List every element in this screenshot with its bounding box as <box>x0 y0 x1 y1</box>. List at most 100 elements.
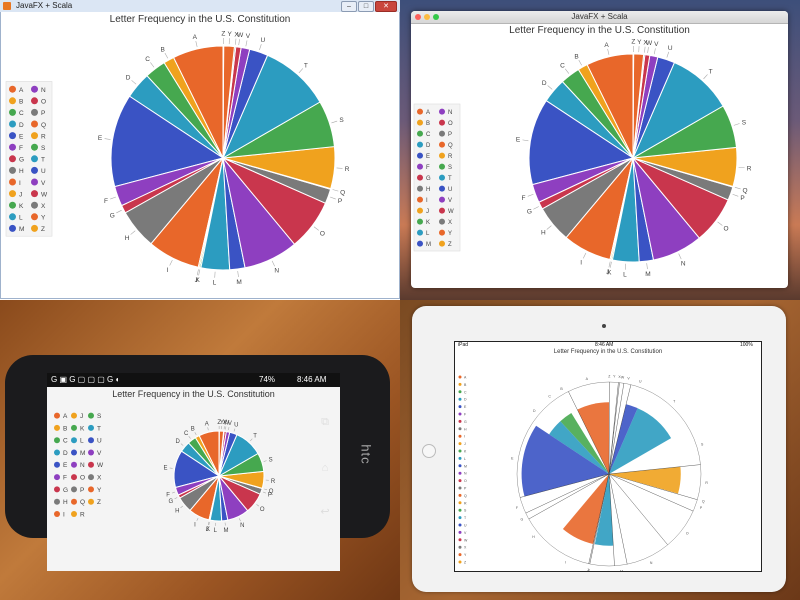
legend-label-e[interactable]: E <box>63 462 68 469</box>
minimize-traffic-light[interactable] <box>424 14 430 20</box>
window-title-bar[interactable]: JavaFX + Scala <box>411 11 788 24</box>
pie-slice-e[interactable] <box>110 95 225 188</box>
legend-label-c[interactable]: C <box>426 132 431 138</box>
legend-label-r[interactable]: R <box>80 511 85 518</box>
legend-label-i[interactable]: I <box>464 435 465 439</box>
legend-label-a[interactable]: A <box>426 110 430 116</box>
legend-label-z[interactable]: Z <box>464 561 467 565</box>
legend-label-l[interactable]: L <box>80 438 84 445</box>
legend-label-l[interactable]: L <box>19 215 23 222</box>
legend-label-w[interactable]: W <box>97 462 104 469</box>
legend-label-m[interactable]: M <box>19 226 24 233</box>
legend-label-j[interactable]: J <box>80 413 83 420</box>
pie-slice-d[interactable] <box>549 421 609 474</box>
legend-label-a[interactable]: A <box>19 87 24 94</box>
pie-slice-z[interactable] <box>222 45 225 159</box>
legend-label-i[interactable]: I <box>426 198 428 204</box>
legend-label-g[interactable]: G <box>63 487 68 494</box>
legend-label-h[interactable]: H <box>426 187 430 193</box>
back-icon[interactable]: ↩ <box>320 506 330 518</box>
minimize-button[interactable]: – <box>341 1 357 12</box>
legend-label-e[interactable]: E <box>464 405 467 409</box>
legend-label-b[interactable]: B <box>426 121 430 127</box>
legend-label-c[interactable]: C <box>19 110 24 117</box>
pie-slice-l[interactable] <box>594 474 614 546</box>
pie-slice-t[interactable] <box>221 54 321 160</box>
legend-label-r[interactable]: R <box>448 154 453 160</box>
legend-label-s[interactable]: S <box>448 165 452 171</box>
legend-label-y[interactable]: Y <box>448 231 452 237</box>
pie-slice-y[interactable] <box>608 382 619 475</box>
legend-label-j[interactable]: J <box>464 442 466 446</box>
legend-label-q[interactable]: Q <box>464 494 467 498</box>
legend-label-y[interactable]: Y <box>41 215 46 222</box>
legend-label-g[interactable]: G <box>426 176 431 182</box>
legend-label-u[interactable]: U <box>41 168 46 175</box>
pie-slice-g[interactable] <box>525 473 610 514</box>
legend-label-v[interactable]: V <box>97 450 102 457</box>
pie-slice-o[interactable] <box>608 473 668 545</box>
pie-slice-t[interactable] <box>609 408 672 474</box>
legend-label-w[interactable]: W <box>448 209 454 215</box>
legend-label-u[interactable]: U <box>448 187 452 193</box>
legend-label-e[interactable]: E <box>426 154 430 160</box>
pie-slice-m[interactable] <box>608 473 615 566</box>
pie-slice-r[interactable] <box>609 466 681 494</box>
zoom-traffic-light[interactable] <box>433 14 439 20</box>
pie-slice-v[interactable] <box>608 384 632 475</box>
legend-label-b[interactable]: B <box>19 99 23 106</box>
pie-slice-z[interactable] <box>632 53 635 159</box>
legend-label-f[interactable]: F <box>63 475 67 482</box>
legend-label-t[interactable]: T <box>41 157 45 164</box>
legend-label-y[interactable]: Y <box>97 487 102 494</box>
legend-label-b[interactable]: B <box>63 425 67 432</box>
legend-label-r[interactable]: R <box>464 501 467 505</box>
legend-label-x[interactable]: X <box>97 475 102 482</box>
legend-label-d[interactable]: D <box>63 450 68 457</box>
legend-label-o[interactable]: O <box>464 479 467 483</box>
pie-slice-z[interactable] <box>608 381 610 475</box>
pie-slice-n[interactable] <box>608 473 628 565</box>
pie-slice-f[interactable] <box>520 473 610 498</box>
close-button[interactable]: ✕ <box>375 1 397 12</box>
legend-label-h[interactable]: H <box>63 499 68 506</box>
legend-label-p[interactable]: P <box>80 487 84 494</box>
pie-slice-k[interactable] <box>589 473 610 565</box>
legend-label-m[interactable]: M <box>80 450 85 457</box>
home-button[interactable] <box>422 444 436 458</box>
legend-label-x[interactable]: X <box>448 220 452 226</box>
legend-label-o[interactable]: O <box>41 99 46 106</box>
maximize-button[interactable]: □ <box>358 1 374 12</box>
legend-label-i[interactable]: I <box>19 180 21 187</box>
legend-label-p[interactable]: P <box>464 487 467 491</box>
legend-label-q[interactable]: Q <box>41 122 46 129</box>
legend-label-v[interactable]: V <box>464 531 467 535</box>
legend-label-s[interactable]: S <box>97 413 102 420</box>
pie-slice-c[interactable] <box>560 413 609 474</box>
pie-slice-w[interactable] <box>608 383 625 475</box>
legend-label-v[interactable]: V <box>448 198 452 204</box>
legend-label-q[interactable]: Q <box>448 143 453 149</box>
legend-label-j[interactable]: J <box>19 191 22 198</box>
legend-label-z[interactable]: Z <box>97 499 101 506</box>
legend-label-k[interactable]: K <box>80 425 85 432</box>
pie-slice-a[interactable] <box>577 402 609 474</box>
recent-apps-icon[interactable]: ⧉ <box>321 416 329 428</box>
legend-label-f[interactable]: F <box>19 145 23 152</box>
pie-slice-s[interactable] <box>608 464 701 475</box>
legend-label-k[interactable]: K <box>426 220 430 226</box>
legend-label-z[interactable]: Z <box>41 226 45 233</box>
legend-label-b[interactable]: B <box>464 383 467 387</box>
legend-label-n[interactable]: N <box>464 472 467 476</box>
legend-label-h[interactable]: H <box>19 168 24 175</box>
legend-label-d[interactable]: D <box>19 122 24 129</box>
legend-label-h[interactable]: H <box>464 427 467 431</box>
legend-label-w[interactable]: W <box>41 191 48 198</box>
legend-label-p[interactable]: P <box>41 110 45 117</box>
legend-label-l[interactable]: L <box>464 457 466 461</box>
legend-label-f[interactable]: F <box>426 165 430 171</box>
legend-label-x[interactable]: X <box>41 203 46 210</box>
legend-label-l[interactable]: L <box>426 231 430 237</box>
legend-label-p[interactable]: P <box>448 132 452 138</box>
legend-label-m[interactable]: M <box>426 242 431 248</box>
